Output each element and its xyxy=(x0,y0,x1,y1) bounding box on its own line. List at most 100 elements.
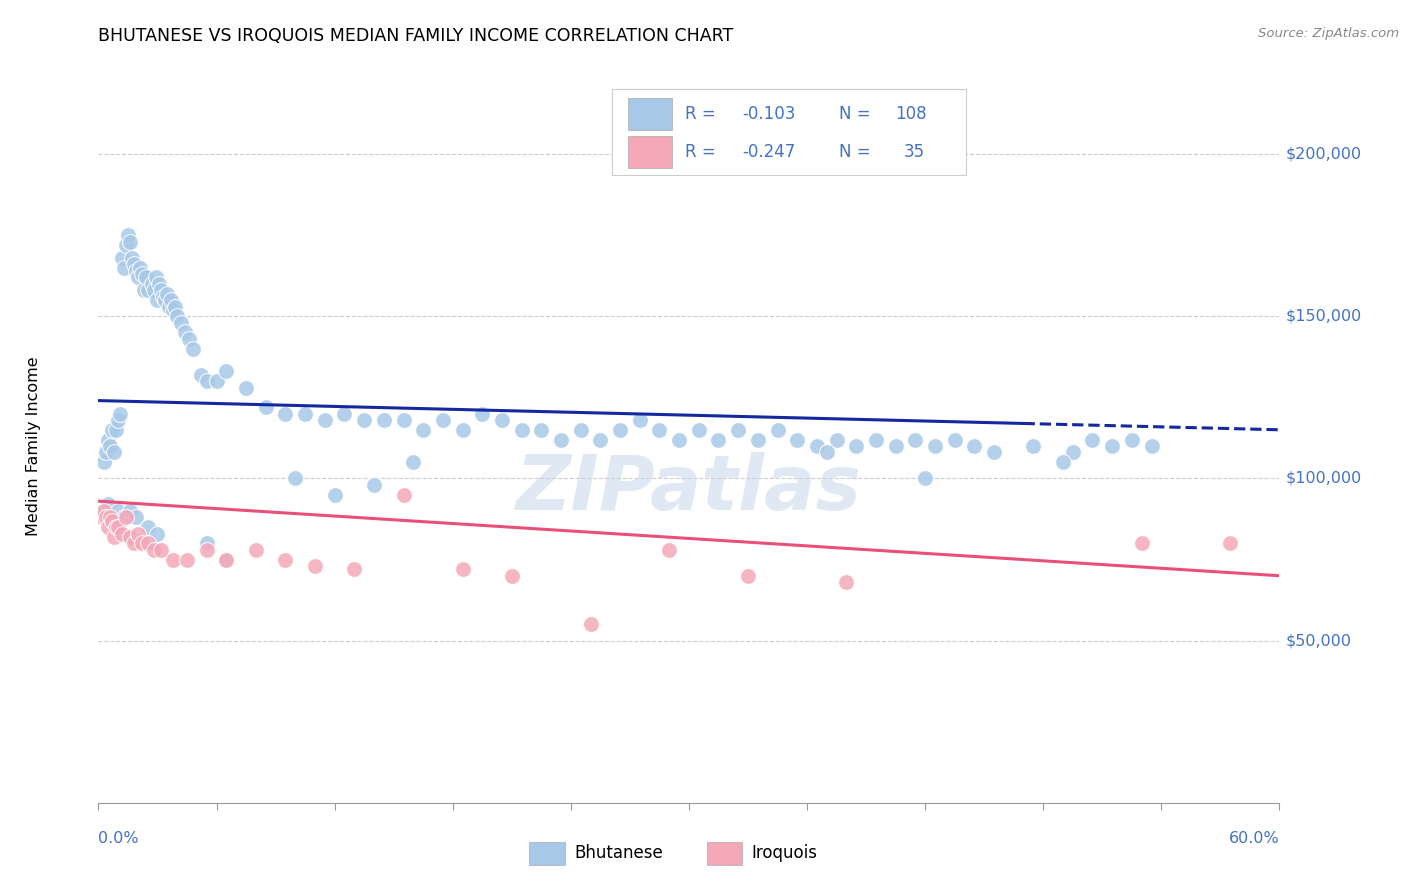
Point xyxy=(914,471,936,485)
Point xyxy=(373,413,395,427)
Point xyxy=(101,510,124,524)
Point xyxy=(112,510,135,524)
Point xyxy=(155,293,177,307)
Point xyxy=(658,542,681,557)
Point xyxy=(122,257,145,271)
Point xyxy=(148,277,170,291)
Text: 0.0%: 0.0% xyxy=(98,831,139,847)
Point xyxy=(884,439,907,453)
Point xyxy=(93,504,115,518)
Point xyxy=(1052,455,1074,469)
Point xyxy=(118,235,141,249)
Point xyxy=(111,526,134,541)
Point xyxy=(165,300,187,314)
Point xyxy=(127,526,149,541)
Point xyxy=(825,433,848,447)
Point xyxy=(96,510,118,524)
Point xyxy=(101,514,124,528)
Text: R =: R = xyxy=(685,143,721,161)
Text: BHUTANESE VS IROQUOIS MEDIAN FAMILY INCOME CORRELATION CHART: BHUTANESE VS IROQUOIS MEDIAN FAMILY INCO… xyxy=(98,27,734,45)
Point xyxy=(128,260,150,275)
Point xyxy=(904,433,927,447)
Point xyxy=(125,510,148,524)
Point xyxy=(963,439,986,453)
Point xyxy=(127,270,149,285)
Point xyxy=(103,445,125,459)
Point xyxy=(162,302,184,317)
Point xyxy=(101,423,124,437)
Point xyxy=(806,439,828,453)
FancyBboxPatch shape xyxy=(627,98,672,130)
Point xyxy=(294,407,316,421)
Point xyxy=(141,277,163,291)
Text: Median Family Income: Median Family Income xyxy=(25,356,41,536)
Point xyxy=(97,433,120,447)
Point xyxy=(451,562,474,576)
Point xyxy=(569,423,592,437)
Point xyxy=(1140,439,1163,453)
Point xyxy=(166,310,188,324)
Point xyxy=(402,455,425,469)
Point xyxy=(284,471,307,485)
Text: 60.0%: 60.0% xyxy=(1229,831,1279,847)
Point xyxy=(145,270,167,285)
Point xyxy=(150,283,173,297)
Text: R =: R = xyxy=(685,105,721,123)
Point xyxy=(727,423,749,437)
Point xyxy=(131,267,153,281)
Point xyxy=(115,238,138,252)
Point xyxy=(245,542,267,557)
Point xyxy=(97,497,120,511)
Point xyxy=(117,228,139,243)
Point xyxy=(333,407,356,421)
Point xyxy=(304,559,326,574)
Point xyxy=(628,413,651,427)
Point xyxy=(274,407,297,421)
Point xyxy=(118,504,141,518)
Point xyxy=(91,510,114,524)
Point xyxy=(737,568,759,582)
Point xyxy=(648,423,671,437)
Point xyxy=(274,552,297,566)
Point xyxy=(589,433,612,447)
Text: $200,000: $200,000 xyxy=(1285,146,1361,161)
Text: Bhutanese: Bhutanese xyxy=(575,845,664,863)
Point xyxy=(815,445,838,459)
Point xyxy=(105,520,128,534)
Point xyxy=(501,568,523,582)
Point xyxy=(747,433,769,447)
Point xyxy=(254,400,277,414)
Text: -0.247: -0.247 xyxy=(742,143,796,161)
Point xyxy=(471,407,494,421)
Point xyxy=(392,488,415,502)
Point xyxy=(363,478,385,492)
FancyBboxPatch shape xyxy=(612,89,966,175)
Point xyxy=(177,332,200,346)
Text: $100,000: $100,000 xyxy=(1285,471,1361,486)
Point xyxy=(688,423,710,437)
Point xyxy=(112,260,135,275)
Point xyxy=(195,542,218,557)
FancyBboxPatch shape xyxy=(530,842,565,865)
Point xyxy=(235,381,257,395)
Point xyxy=(160,293,183,307)
Point xyxy=(314,413,336,427)
Point xyxy=(195,374,218,388)
Point xyxy=(98,439,121,453)
Point xyxy=(412,423,434,437)
Point xyxy=(135,270,157,285)
Point xyxy=(170,316,193,330)
Text: N =: N = xyxy=(839,105,876,123)
Point xyxy=(107,413,129,427)
Point xyxy=(176,552,198,566)
Point xyxy=(97,520,120,534)
Point xyxy=(107,504,129,518)
Point xyxy=(432,413,454,427)
Point xyxy=(786,433,808,447)
Point xyxy=(707,433,730,447)
Point xyxy=(190,368,212,382)
Text: 35: 35 xyxy=(904,143,925,161)
Point xyxy=(609,423,631,437)
Point xyxy=(142,283,165,297)
Point xyxy=(1219,536,1241,550)
